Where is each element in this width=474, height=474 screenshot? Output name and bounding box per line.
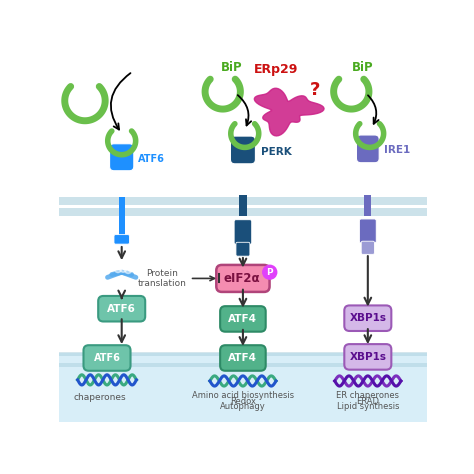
Bar [364, 195, 372, 216]
Text: Amino acid biosynthesis: Amino acid biosynthesis [192, 391, 294, 400]
Circle shape [263, 265, 277, 279]
FancyBboxPatch shape [83, 345, 130, 371]
FancyBboxPatch shape [220, 345, 266, 371]
FancyBboxPatch shape [356, 135, 379, 163]
Bar [59, 352, 427, 356]
FancyBboxPatch shape [234, 219, 252, 245]
Bar [59, 57, 427, 197]
Text: Redox: Redox [230, 397, 256, 406]
FancyBboxPatch shape [359, 219, 376, 243]
Text: P: P [266, 268, 273, 277]
FancyBboxPatch shape [236, 242, 250, 256]
Bar [119, 197, 125, 216]
FancyBboxPatch shape [109, 144, 134, 171]
Bar [119, 215, 125, 237]
Text: ATF4: ATF4 [228, 353, 257, 363]
Polygon shape [255, 88, 324, 136]
FancyBboxPatch shape [344, 305, 392, 331]
Bar [59, 216, 427, 355]
Bar [59, 363, 427, 367]
FancyBboxPatch shape [344, 344, 392, 370]
Text: chaperones: chaperones [73, 393, 126, 402]
FancyBboxPatch shape [114, 235, 129, 244]
Bar [59, 197, 427, 205]
Text: ER chaperones: ER chaperones [337, 391, 399, 400]
Text: XBP1s: XBP1s [349, 313, 386, 323]
Text: ATF6: ATF6 [138, 154, 165, 164]
Text: ATF6: ATF6 [107, 304, 136, 314]
Text: BiP: BiP [221, 61, 243, 74]
Text: ERAD: ERAD [356, 397, 379, 406]
Text: Autophagy: Autophagy [220, 402, 266, 411]
Bar [239, 195, 247, 216]
FancyBboxPatch shape [230, 136, 255, 164]
Bar [59, 353, 427, 422]
Circle shape [114, 265, 122, 273]
Bar [59, 208, 427, 216]
Text: ?: ? [310, 81, 320, 99]
Text: Protein
translation: Protein translation [137, 269, 187, 288]
FancyBboxPatch shape [216, 265, 270, 292]
Text: Lipid synthesis: Lipid synthesis [337, 402, 399, 411]
Circle shape [125, 266, 132, 273]
FancyBboxPatch shape [220, 306, 266, 332]
Text: IRE1: IRE1 [384, 145, 410, 155]
Text: ATF4: ATF4 [228, 314, 257, 324]
FancyBboxPatch shape [361, 241, 374, 255]
Text: PERK: PERK [261, 147, 292, 157]
Text: XBP1s: XBP1s [349, 352, 386, 362]
Circle shape [119, 265, 127, 272]
Text: eIF2α: eIF2α [224, 272, 260, 285]
Text: BiP: BiP [352, 61, 373, 74]
Text: ATF6: ATF6 [93, 353, 120, 363]
FancyBboxPatch shape [98, 296, 145, 321]
Text: ERp29: ERp29 [254, 64, 298, 76]
